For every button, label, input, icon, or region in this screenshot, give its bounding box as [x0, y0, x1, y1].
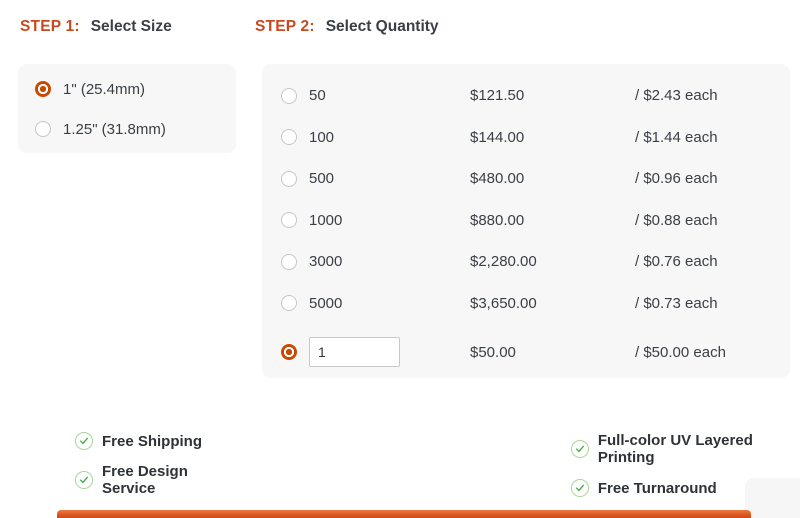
- features-right-column: Full-color UV Layered Printing Free Turn…: [570, 432, 800, 497]
- quantity-row-3000[interactable]: 3000 $2,280.00 / $0.76 each: [281, 241, 790, 283]
- step1-title: Select Size: [90, 18, 172, 35]
- features-left-column: Free Shipping Free Design Service: [75, 432, 236, 497]
- quantity-value: 3000: [309, 253, 343, 271]
- check-circle-icon: [75, 471, 93, 489]
- feature-free-turnaround: Free Turnaround: [570, 479, 800, 497]
- quantity-value: 50: [309, 87, 326, 105]
- radio-selected-icon[interactable]: [35, 81, 51, 97]
- size-option-label: 1.25" (31.8mm): [63, 120, 166, 138]
- custom-quantity-input[interactable]: [309, 337, 400, 367]
- quantity-row-custom[interactable]: $50.00 / $50.00 each: [281, 328, 790, 376]
- step2-title: Select Quantity: [325, 18, 439, 35]
- quantity-value: 500: [309, 170, 335, 188]
- quantity-row-5000[interactable]: 5000 $3,650.00 / $0.73 each: [281, 283, 790, 325]
- price-total: $50.00: [470, 343, 516, 361]
- price-each: / $0.88 each: [635, 211, 718, 229]
- step2-label: STEP 2:: [255, 18, 315, 35]
- background-card-corner: [745, 478, 800, 518]
- size-option-label: 1" (25.4mm): [63, 80, 146, 98]
- step1-header: STEP 1: Select Size: [20, 18, 172, 36]
- size-panel: 1" (25.4mm) 1.25" (31.8mm): [18, 64, 236, 153]
- price-total: $480.00: [470, 170, 525, 188]
- radio-selected-icon[interactable]: [281, 344, 297, 360]
- price-each: / $1.44 each: [635, 128, 718, 146]
- quantity-panel: 50 $121.50 / $2.43 each 100 $144.00 / $1…: [262, 64, 790, 378]
- radio-unselected-icon[interactable]: [281, 87, 297, 104]
- radio-unselected-icon[interactable]: [281, 212, 297, 229]
- price-total: $144.00: [470, 128, 525, 146]
- price-total: $121.50: [470, 87, 525, 105]
- feature-uv-printing: Full-color UV Layered Printing: [570, 432, 800, 466]
- custom-quantity-wrap: [309, 337, 470, 367]
- price-total: $3,650.00: [470, 294, 537, 312]
- quantity-row-500[interactable]: 500 $480.00 / $0.96 each: [281, 158, 790, 200]
- radio-unselected-icon[interactable]: [281, 170, 297, 187]
- check-circle-icon: [570, 479, 589, 497]
- radio-unselected-icon[interactable]: [281, 253, 297, 270]
- quantity-value: 5000: [309, 294, 343, 312]
- quantity-value: 1000: [309, 211, 343, 229]
- check-circle-icon: [75, 432, 93, 450]
- feature-label: Free Shipping: [102, 432, 203, 450]
- features-section: Free Shipping Free Design Service Full-c…: [75, 432, 800, 497]
- quantity-row-50[interactable]: 50 $121.50 / $2.43 each: [281, 75, 790, 117]
- check-circle-icon: [570, 440, 589, 458]
- feature-label: Free Design Service: [102, 463, 188, 497]
- step1-label: STEP 1:: [20, 18, 80, 35]
- price-total: $2,280.00: [470, 253, 537, 271]
- price-each: / $2.43 each: [635, 87, 718, 105]
- feature-free-design-service: Free Design Service: [75, 463, 236, 497]
- size-option-1-25inch[interactable]: 1.25" (31.8mm): [35, 109, 236, 149]
- radio-unselected-icon[interactable]: [281, 129, 297, 146]
- price-each: / $50.00 each: [635, 343, 726, 361]
- price-each: / $0.76 each: [635, 253, 718, 271]
- bottom-accent-bar: [57, 510, 751, 518]
- feature-label: Free Turnaround: [597, 479, 717, 497]
- feature-label: Full-color UV Layered Printing: [597, 432, 753, 466]
- quantity-row-1000[interactable]: 1000 $880.00 / $0.88 each: [281, 200, 790, 242]
- quantity-value: 100: [309, 128, 335, 146]
- price-total: $880.00: [470, 211, 525, 229]
- price-each: / $0.73 each: [635, 294, 718, 312]
- step2-header: STEP 2: Select Quantity: [255, 18, 439, 36]
- quantity-row-100[interactable]: 100 $144.00 / $1.44 each: [281, 117, 790, 159]
- radio-unselected-icon[interactable]: [35, 121, 51, 137]
- feature-free-shipping: Free Shipping: [75, 432, 236, 450]
- size-option-1inch[interactable]: 1" (25.4mm): [35, 69, 236, 109]
- price-each: / $0.96 each: [635, 170, 718, 188]
- radio-unselected-icon[interactable]: [281, 295, 297, 312]
